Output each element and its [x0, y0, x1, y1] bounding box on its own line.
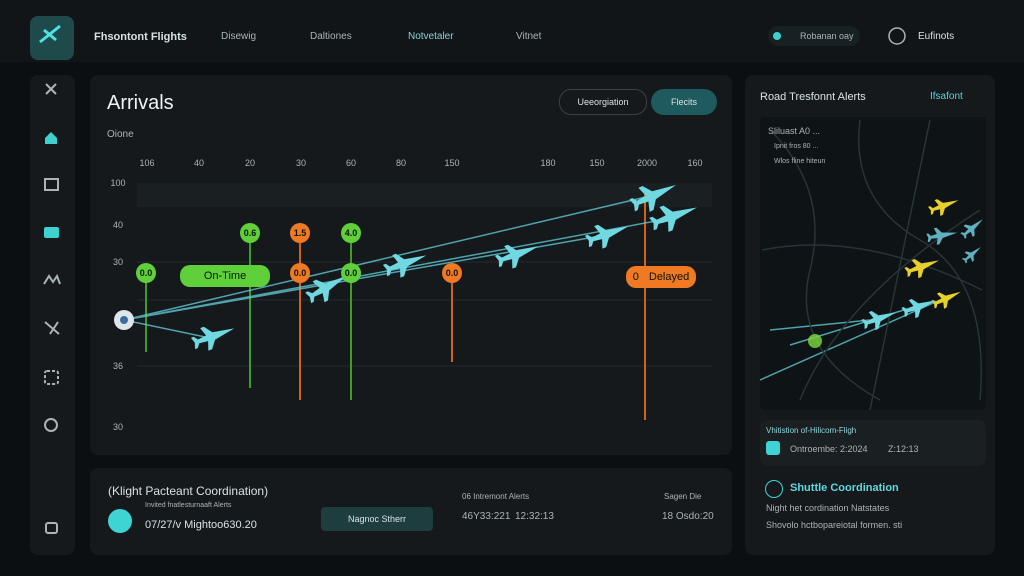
notice-card	[760, 420, 986, 466]
delayed-label: Delayed	[648, 271, 690, 283]
stage-time: 18 Osdo:20	[662, 511, 714, 522]
notice-time: Z:12:13	[888, 444, 919, 454]
map-text: Sliluast A0 ...	[768, 126, 821, 136]
alerts-label: 06 Intremont Alerts	[462, 492, 530, 501]
status-marker: 1.5	[290, 223, 310, 243]
alerts-link[interactable]: Ifsafont	[930, 91, 963, 102]
axis-label: 80	[395, 158, 406, 168]
coord-icon	[108, 509, 132, 533]
alerts-time: 12:32:13	[515, 511, 554, 522]
axis-label: 60	[345, 158, 356, 168]
axis-label: 30	[112, 422, 123, 432]
axis-label: 2000	[636, 158, 658, 168]
shuttle-title: Shuttle Coordination	[790, 482, 899, 494]
nav-item[interactable]: Notvetaler	[408, 31, 454, 42]
coord-caption: Invited fnatlesturnaaft Alerts	[145, 502, 232, 509]
shuttle-text: Night het cordination Natstates	[766, 503, 890, 513]
coord-button[interactable]: Nagnoc Stherr	[321, 507, 433, 531]
filter-button[interactable]: Ueeorgiation	[559, 89, 647, 115]
shuttle-icon	[765, 480, 783, 498]
axis-label: 100	[110, 178, 126, 188]
alerts-title: Road Tresfonnt Alerts	[760, 91, 866, 103]
notice-time: Ontroembe: 2:2024	[790, 444, 868, 454]
axis-label: 106	[139, 158, 155, 168]
status-marker: 0.6	[240, 223, 260, 243]
delayed-pill: 0 Delayed	[626, 266, 696, 288]
shuttle-text: Shovolo hctbopareiotal formen. sti	[766, 520, 903, 530]
brand: Fhsontont Flights	[94, 31, 187, 43]
panel-subtitle: Oione	[107, 129, 134, 140]
axis-label: 30	[295, 158, 306, 168]
status-marker: 0.0	[442, 263, 462, 283]
axis-label: 160	[687, 158, 703, 168]
status-chip[interactable]	[768, 26, 860, 46]
notice-icon	[766, 441, 780, 455]
on-time-pill: On-Time	[180, 265, 270, 287]
logo[interactable]	[30, 16, 74, 60]
panel-title: Arrivals	[107, 92, 174, 114]
stage-label: Sagen Die	[664, 492, 702, 501]
alerts-time: 46Y33:221	[462, 511, 511, 522]
map-text: Ipnit fros 80 ...	[774, 143, 819, 150]
axis-label: 180	[540, 158, 556, 168]
axis-label: 150	[589, 158, 605, 168]
user[interactable]: Eufinots	[918, 31, 955, 42]
nav-item[interactable]: Vitnet	[516, 31, 542, 42]
nav-item[interactable]: Daltiones	[310, 31, 352, 42]
axis-label: 36	[112, 361, 123, 371]
delayed-count: 0	[632, 271, 639, 283]
status: Robanan oay	[800, 31, 854, 41]
status-marker: 0.0	[341, 263, 361, 283]
axis-label: 20	[244, 158, 255, 168]
status-marker: 0.0	[136, 263, 156, 283]
axis-label: 40	[112, 220, 123, 230]
nav-item[interactable]: Disewig	[221, 31, 257, 42]
coord-flight: 07/27/v Mightoo630.20	[145, 519, 257, 531]
status-marker: 4.0	[341, 223, 361, 243]
axis-label: 150	[444, 158, 460, 168]
flights-button[interactable]: Flecits	[651, 89, 717, 115]
axis-label: 40	[193, 158, 204, 168]
map-text: Wlos fline hiteun	[774, 158, 826, 165]
notice-title: Vhitistion of-Hilicom-Fligh	[766, 426, 857, 435]
axis-label: 30	[112, 257, 123, 267]
coord-title: (Klight Pacteant Coordination)	[108, 484, 269, 498]
sidebar	[30, 75, 75, 555]
status-marker: 0.0	[290, 263, 310, 283]
